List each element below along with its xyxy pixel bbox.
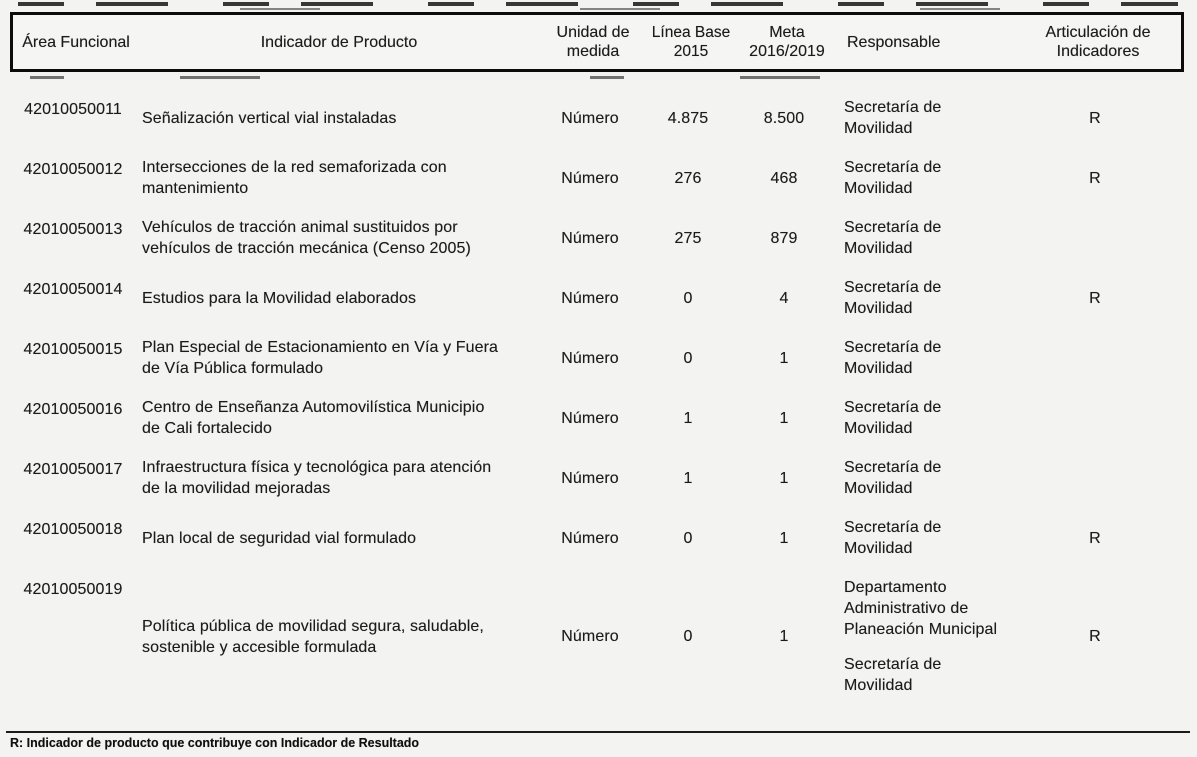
cell-area-funcional: 42010050016	[23, 401, 123, 418]
cell-area-funcional: 42010050011	[24, 101, 122, 118]
cell-indicador-de-producto: Infraestructura física y tecnológica par…	[142, 459, 492, 497]
cell-meta-2016-2019: 1	[779, 628, 789, 645]
column-header-responsable: Responsable	[847, 33, 941, 51]
cell-meta-2016-2019: 1	[779, 349, 789, 367]
cell-articulacion-de-indicadores: R	[1089, 529, 1101, 547]
table-row: 42010050014 Estudios para la Movilidad el…	[10, 268, 1184, 328]
cell-unidad-de-medida: Número	[561, 349, 619, 367]
cell-indicador-de-producto: Vehículos de tracción animal sustituidos…	[142, 219, 471, 257]
cell-linea-base-2015: 1	[683, 409, 693, 427]
cell-area-funcional: 42010050012	[23, 161, 123, 178]
responsable-entity: Secretaría de Movilidad	[844, 339, 942, 377]
cell-unidad-de-medida: Número	[561, 169, 619, 187]
cell-meta-2016-2019: 879	[770, 229, 798, 247]
cell-responsable: Secretaría de Movilidad	[836, 337, 1002, 379]
scan-artifact-top-secondary	[120, 8, 1100, 10]
table-body: 42010050011 Señalización vertical vial in…	[10, 88, 1184, 705]
cell-meta-2016-2019: 468	[770, 169, 798, 187]
cell-indicador-de-producto: Plan Especial de Estacionamiento en Vía …	[142, 339, 499, 377]
column-header-articulacion-de-indicadores: Articulación de Indicadores	[1045, 24, 1151, 60]
responsable-entity: Secretaría de Movilidad	[844, 99, 942, 137]
cell-indicador-de-producto: Señalización vertical vial instaladas	[142, 109, 397, 127]
table-bottom-border	[6, 731, 1190, 733]
cell-area-funcional: 42010050015	[23, 341, 123, 358]
cell-indicador-de-producto: Plan local de seguridad vial formulado	[142, 529, 417, 547]
cell-unidad-de-medida: Número	[561, 409, 619, 427]
cell-articulacion-de-indicadores: R	[1089, 628, 1101, 645]
cell-responsable: Secretaría de Movilidad	[836, 97, 1002, 139]
cell-linea-base-2015: 0	[683, 289, 693, 307]
cell-indicador-de-producto: Intersecciones de la red semaforizada co…	[142, 159, 447, 197]
cell-responsable: Secretaría de Movilidad	[836, 277, 1002, 319]
cell-linea-base-2015: 1	[683, 469, 693, 487]
column-header-unidad-de-medida: Unidad de medida	[556, 24, 630, 60]
cell-linea-base-2015: 0	[683, 529, 693, 547]
responsable-entity: Secretaría de Movilidad	[844, 279, 942, 317]
cell-responsable: Secretaría de Movilidad	[836, 397, 1002, 439]
cell-articulacion-de-indicadores: R	[1089, 289, 1101, 307]
cell-meta-2016-2019: 1	[779, 469, 789, 487]
cell-linea-base-2015: 0	[683, 349, 693, 367]
cell-responsable: Secretaría de Movilidad	[836, 457, 1002, 499]
column-header-indicador-de-producto: Indicador de Producto	[260, 33, 418, 51]
responsable-entity: Departamento Administrativo de Planeació…	[844, 579, 998, 638]
responsable-entity: Secretaría de Movilidad	[844, 399, 942, 437]
cell-unidad-de-medida: Número	[561, 628, 619, 645]
cell-area-funcional: 42010050014	[23, 281, 123, 298]
cell-linea-base-2015: 0	[683, 628, 693, 645]
responsable-entity: Secretaría de Movilidad	[844, 656, 942, 694]
cell-articulacion-de-indicadores: R	[1089, 169, 1101, 187]
scan-artifact-under-header	[30, 76, 1150, 79]
cell-unidad-de-medida: Número	[561, 469, 619, 487]
cell-responsable: Departamento Administrativo de Planeació…	[836, 577, 1002, 696]
cell-meta-2016-2019: 1	[779, 529, 789, 547]
cell-meta-2016-2019: 8.500	[763, 109, 805, 127]
cell-articulacion-de-indicadores: R	[1089, 109, 1101, 127]
cell-indicador-de-producto: Estudios para la Movilidad elaborados	[142, 289, 417, 307]
table-row: 42010050018 Plan local de seguridad vial …	[10, 508, 1184, 568]
cell-responsable: Secretaría de Movilidad	[836, 217, 1002, 259]
cell-linea-base-2015: 4.875	[667, 109, 709, 127]
table-row: 42010050011 Señalización vertical vial in…	[10, 88, 1184, 148]
table-row: 42010050017 Infraestructura física y tecn…	[10, 448, 1184, 508]
table-header-row: Área Funcional Indicador de Producto Unida…	[10, 12, 1184, 72]
cell-area-funcional: 42010050017	[23, 461, 123, 478]
cell-unidad-de-medida: Número	[561, 289, 619, 307]
cell-meta-2016-2019: 1	[779, 409, 789, 427]
table-row: 42010050012 Intersecciones de la red sema…	[10, 148, 1184, 208]
responsable-entity: Secretaría de Movilidad	[844, 219, 942, 257]
table-row: 42010050016 Centro de Enseñanza Automovil…	[10, 388, 1184, 448]
footnote: R: Indicador de producto que contribuye …	[10, 736, 420, 750]
responsable-entity: Secretaría de Movilidad	[844, 159, 942, 197]
cell-unidad-de-medida: Número	[561, 229, 619, 247]
cell-responsable: Secretaría de Movilidad	[836, 517, 1002, 559]
cell-indicador-de-producto: Política pública de movilidad segura, sa…	[142, 617, 484, 656]
table-row: 42010050019 Política pública de movilidad…	[10, 568, 1184, 705]
column-header-linea-base-2015: Línea Base 2015	[651, 24, 731, 60]
cell-area-funcional: 42010050018	[23, 521, 123, 538]
cell-linea-base-2015: 276	[674, 169, 702, 187]
cell-unidad-de-medida: Número	[561, 529, 619, 547]
cell-responsable: Secretaría de Movilidad	[836, 157, 1002, 199]
responsable-entity: Secretaría de Movilidad	[844, 459, 942, 497]
table-row: 42010050015 Plan Especial de Estacionamie…	[10, 328, 1184, 388]
responsable-entity: Secretaría de Movilidad	[844, 519, 942, 557]
cell-unidad-de-medida: Número	[561, 109, 619, 127]
cell-area-funcional: 42010050013	[23, 221, 123, 238]
cell-meta-2016-2019: 4	[779, 289, 789, 307]
cell-indicador-de-producto: Centro de Enseñanza Automovilística Muni…	[142, 399, 485, 437]
column-header-area-funcional: Área Funcional	[22, 33, 130, 51]
cell-linea-base-2015: 275	[674, 229, 702, 247]
scan-artifact-top	[18, 2, 1178, 6]
table-row: 42010050013 Vehículos de tracción animal …	[10, 208, 1184, 268]
column-header-meta-2016-2019: Meta 2016/2019	[749, 24, 825, 60]
cell-area-funcional: 42010050019	[23, 581, 123, 598]
